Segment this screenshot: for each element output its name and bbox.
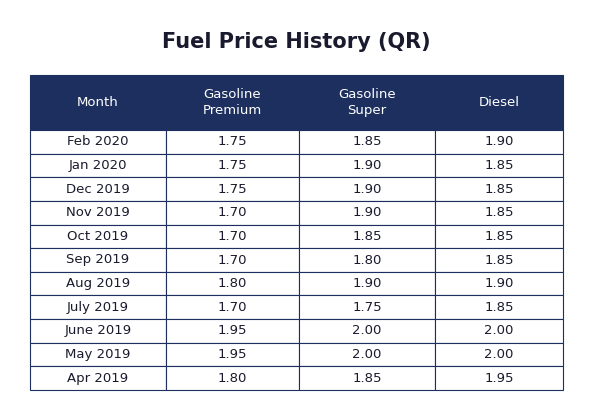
Bar xyxy=(299,75,435,130)
Text: 1.85: 1.85 xyxy=(484,206,514,219)
Text: 1.70: 1.70 xyxy=(218,206,247,219)
Bar xyxy=(435,130,563,154)
Text: Month: Month xyxy=(77,96,119,109)
Text: Dec 2019: Dec 2019 xyxy=(66,183,130,196)
Text: 1.85: 1.85 xyxy=(484,183,514,196)
Bar xyxy=(166,343,299,366)
Text: 1.90: 1.90 xyxy=(484,135,514,148)
Text: Oct 2019: Oct 2019 xyxy=(68,230,129,243)
Bar xyxy=(435,272,563,295)
Text: 1.80: 1.80 xyxy=(352,254,382,266)
Bar xyxy=(435,248,563,272)
Text: 2.00: 2.00 xyxy=(352,348,382,361)
Text: 1.90: 1.90 xyxy=(352,183,382,196)
Text: 1.85: 1.85 xyxy=(484,230,514,243)
Text: 1.95: 1.95 xyxy=(218,324,247,337)
Bar xyxy=(299,177,435,201)
Bar xyxy=(435,75,563,130)
Bar xyxy=(299,295,435,319)
Bar xyxy=(30,343,166,366)
Text: Gasoline
Premium: Gasoline Premium xyxy=(203,88,262,117)
Text: 1.85: 1.85 xyxy=(484,254,514,266)
Text: 1.90: 1.90 xyxy=(484,277,514,290)
Bar xyxy=(30,177,166,201)
Text: Diesel: Diesel xyxy=(479,96,519,109)
Bar xyxy=(166,130,299,154)
Text: 1.70: 1.70 xyxy=(218,301,247,314)
Text: 1.80: 1.80 xyxy=(218,277,247,290)
Text: Nov 2019: Nov 2019 xyxy=(66,206,130,219)
Bar xyxy=(166,248,299,272)
Bar xyxy=(299,366,435,390)
Bar xyxy=(166,177,299,201)
Bar xyxy=(166,272,299,295)
Text: Gasoline
Super: Gasoline Super xyxy=(339,88,396,117)
Text: Feb 2020: Feb 2020 xyxy=(67,135,129,148)
Text: 1.85: 1.85 xyxy=(352,372,382,385)
Text: 1.85: 1.85 xyxy=(484,159,514,172)
Bar xyxy=(299,248,435,272)
Bar xyxy=(299,343,435,366)
Text: 1.90: 1.90 xyxy=(352,206,382,219)
Bar xyxy=(435,177,563,201)
Bar xyxy=(166,295,299,319)
Bar xyxy=(299,154,435,177)
Bar xyxy=(30,295,166,319)
Text: 1.75: 1.75 xyxy=(218,159,247,172)
Text: 1.75: 1.75 xyxy=(352,301,382,314)
Bar xyxy=(435,366,563,390)
Text: June 2019: June 2019 xyxy=(65,324,132,337)
Bar xyxy=(299,319,435,343)
Bar xyxy=(30,272,166,295)
Bar xyxy=(30,75,166,130)
Text: 1.85: 1.85 xyxy=(484,301,514,314)
Bar xyxy=(30,154,166,177)
Text: July 2019: July 2019 xyxy=(67,301,129,314)
Text: May 2019: May 2019 xyxy=(65,348,130,361)
Text: 1.75: 1.75 xyxy=(218,183,247,196)
Text: 1.90: 1.90 xyxy=(352,159,382,172)
Text: 1.85: 1.85 xyxy=(352,230,382,243)
Text: Fuel Price History (QR): Fuel Price History (QR) xyxy=(162,32,431,52)
Bar xyxy=(435,154,563,177)
Text: 1.95: 1.95 xyxy=(484,372,514,385)
Bar xyxy=(435,343,563,366)
Text: 1.95: 1.95 xyxy=(218,348,247,361)
Bar xyxy=(30,248,166,272)
Text: 2.00: 2.00 xyxy=(352,324,382,337)
Bar xyxy=(30,130,166,154)
Text: Jan 2020: Jan 2020 xyxy=(69,159,127,172)
Bar xyxy=(30,319,166,343)
Text: Apr 2019: Apr 2019 xyxy=(68,372,129,385)
Bar xyxy=(166,319,299,343)
Text: Sep 2019: Sep 2019 xyxy=(66,254,129,266)
Bar xyxy=(435,295,563,319)
Bar xyxy=(30,225,166,248)
Bar xyxy=(166,154,299,177)
Bar xyxy=(166,366,299,390)
Bar xyxy=(299,201,435,225)
Bar xyxy=(30,201,166,225)
Text: 1.90: 1.90 xyxy=(352,277,382,290)
Bar xyxy=(299,272,435,295)
Text: 1.75: 1.75 xyxy=(218,135,247,148)
Bar xyxy=(166,201,299,225)
Text: 1.70: 1.70 xyxy=(218,254,247,266)
Text: 1.85: 1.85 xyxy=(352,135,382,148)
Text: Aug 2019: Aug 2019 xyxy=(66,277,130,290)
Bar xyxy=(435,319,563,343)
Bar xyxy=(30,366,166,390)
Bar xyxy=(299,225,435,248)
Bar xyxy=(435,201,563,225)
Bar xyxy=(166,75,299,130)
Text: 2.00: 2.00 xyxy=(484,324,514,337)
Text: 2.00: 2.00 xyxy=(484,348,514,361)
Text: 1.80: 1.80 xyxy=(218,372,247,385)
Bar xyxy=(166,225,299,248)
Bar xyxy=(435,225,563,248)
Text: 1.70: 1.70 xyxy=(218,230,247,243)
Bar xyxy=(299,130,435,154)
